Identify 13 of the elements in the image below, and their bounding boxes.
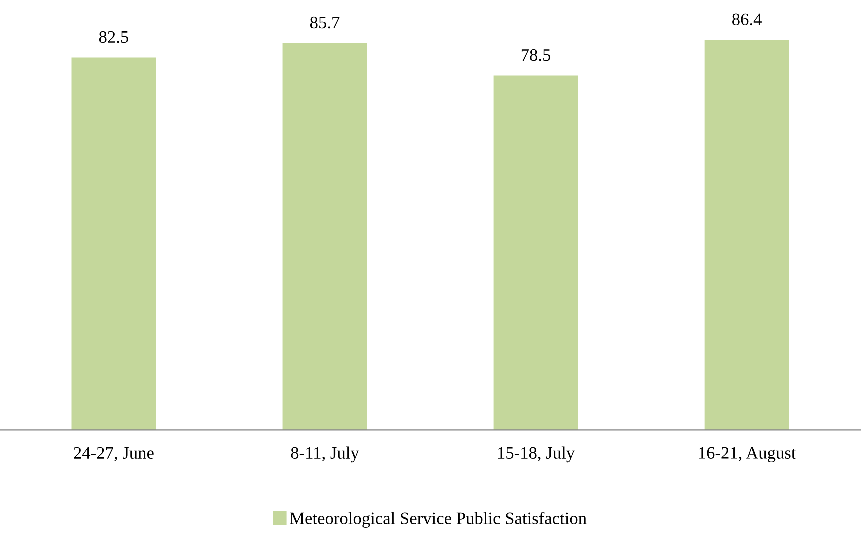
data-label: 85.7 <box>310 16 340 29</box>
data-label: 78.5 <box>522 49 551 62</box>
data-label: 82.5 <box>99 31 128 44</box>
bar <box>704 40 790 430</box>
x-tick-label: 8-11, July <box>291 446 360 463</box>
data-label: 86.4 <box>732 14 762 26</box>
x-tick-label: 15-18, July <box>498 446 576 463</box>
bar <box>72 58 156 430</box>
x-tick-label: 24-27, June <box>74 447 154 462</box>
bar <box>494 76 578 430</box>
bar <box>282 43 368 430</box>
legend-label: Meteorological Service Public Satisfaction <box>290 512 587 528</box>
x-tick-label: 16-21, August <box>699 447 796 463</box>
